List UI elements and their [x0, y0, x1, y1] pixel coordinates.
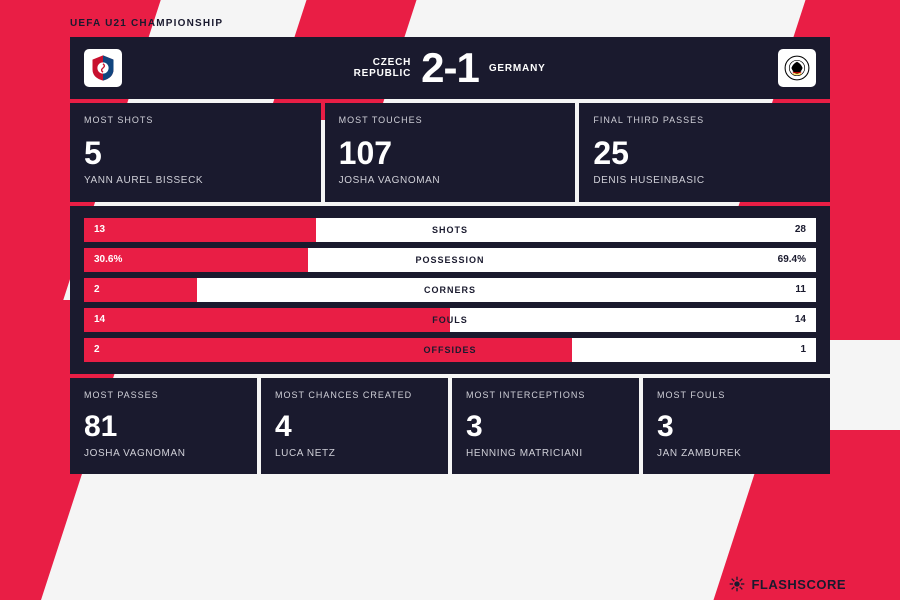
bar-home-value: 2 [84, 284, 154, 295]
bottom_stats-player: HENNING MATRICIANI [466, 448, 625, 461]
top_stats-card: MOST SHOTS 5 YANN AUREL BISSECK [70, 103, 321, 202]
comparison-bar-row: 2 CORNERS 11 [84, 278, 816, 302]
bottom_stats-value: 3 [466, 412, 625, 442]
bottom_stats-value: 4 [275, 412, 434, 442]
comparison-bar-row: 30.6% POSSESSION 69.4% [84, 248, 816, 272]
top_stats-player: DENIS HUSEINBASIC [593, 175, 816, 188]
bottom_stats-player: JAN ZAMBUREK [657, 448, 816, 461]
bottom_stats-card: MOST FOULS 3 JAN ZAMBUREK [643, 378, 830, 475]
top_stats-player: YANN AUREL BISSECK [84, 175, 307, 188]
home-crest [84, 49, 122, 87]
bottom_stats-label: MOST CHANCES CREATED [275, 390, 434, 400]
comparison-bar-row: 2 OFFSIDES 1 [84, 338, 816, 362]
brand-label: FLASHSCORE [751, 577, 846, 592]
comparison-bar-row: 13 SHOTS 28 [84, 218, 816, 242]
bar-metric-label: CORNERS [424, 285, 476, 295]
bottom_stats-card: MOST INTERCEPTIONS 3 HENNING MATRICIANI [452, 378, 639, 475]
bottom_stats-card: MOST PASSES 81 JOSHA VAGNOMAN [70, 378, 257, 475]
bar-away-value: 14 [746, 314, 816, 325]
top_stats-label: FINAL THIRD PASSES [593, 115, 816, 125]
bottom_stats-label: MOST FOULS [657, 390, 816, 400]
top_stats-value: 25 [593, 137, 816, 169]
away-team-name: GERMANY [489, 63, 569, 74]
comparison-bar-row: 14 FOULS 14 [84, 308, 816, 332]
brand-icon [729, 576, 745, 592]
bottom_stats-label: MOST INTERCEPTIONS [466, 390, 625, 400]
home-crest-icon [89, 54, 117, 82]
bottom_stats-value: 3 [657, 412, 816, 442]
bar-home-value: 13 [84, 224, 154, 235]
top-stats-row: MOST SHOTS 5 YANN AUREL BISSECK MOST TOUCHE… [70, 103, 830, 202]
tournament-title: UEFA U21 CHAMPIONSHIP [70, 18, 830, 29]
bar-home-value: 2 [84, 344, 154, 355]
infographic-container: UEFA U21 CHAMPIONSHIP CZECH REPUBLIC 2-1… [0, 0, 900, 484]
bar-away-value: 1 [746, 344, 816, 355]
bottom_stats-label: MOST PASSES [84, 390, 243, 400]
score-display: 2-1 [421, 44, 479, 92]
bar-away-value: 69.4% [746, 254, 816, 265]
bottom_stats-player: JOSHA VAGNOMAN [84, 448, 243, 461]
score-header: CZECH REPUBLIC 2-1 GERMANY [70, 37, 830, 99]
bar-metric-label: OFFSIDES [423, 345, 476, 355]
bottom-stats-row: MOST PASSES 81 JOSHA VAGNOMAN MOST CHANCES … [70, 378, 830, 475]
bottom_stats-card: MOST CHANCES CREATED 4 LUCA NETZ [261, 378, 448, 475]
top_stats-label: MOST SHOTS [84, 115, 307, 125]
top_stats-card: FINAL THIRD PASSES 25 DENIS HUSEINBASIC [579, 103, 830, 202]
home-team-name: CZECH REPUBLIC [331, 57, 411, 79]
top_stats-card: MOST TOUCHES 107 JOSHA VAGNOMAN [325, 103, 576, 202]
top_stats-value: 5 [84, 137, 307, 169]
top_stats-label: MOST TOUCHES [339, 115, 562, 125]
top_stats-player: JOSHA VAGNOMAN [339, 175, 562, 188]
away-crest-icon [783, 54, 811, 82]
comparison-bars-panel: 13SHOTS2830.6%POSSESSION69.4%2CORNERS111… [70, 206, 830, 374]
bar-metric-label: FOULS [432, 315, 468, 325]
bottom_stats-value: 81 [84, 412, 243, 442]
brand-badge: FLASHSCORE [729, 576, 846, 592]
bar-away-value: 28 [746, 224, 816, 235]
away-crest [778, 49, 816, 87]
top_stats-value: 107 [339, 137, 562, 169]
bottom_stats-player: LUCA NETZ [275, 448, 434, 461]
bar-away-value: 11 [746, 284, 816, 295]
score-center: CZECH REPUBLIC 2-1 GERMANY [331, 44, 569, 92]
bar-metric-label: POSSESSION [415, 255, 484, 265]
bar-metric-label: SHOTS [432, 225, 468, 235]
bar-home-value: 30.6% [84, 254, 154, 265]
bar-fill [84, 338, 572, 362]
bar-home-value: 14 [84, 314, 154, 325]
